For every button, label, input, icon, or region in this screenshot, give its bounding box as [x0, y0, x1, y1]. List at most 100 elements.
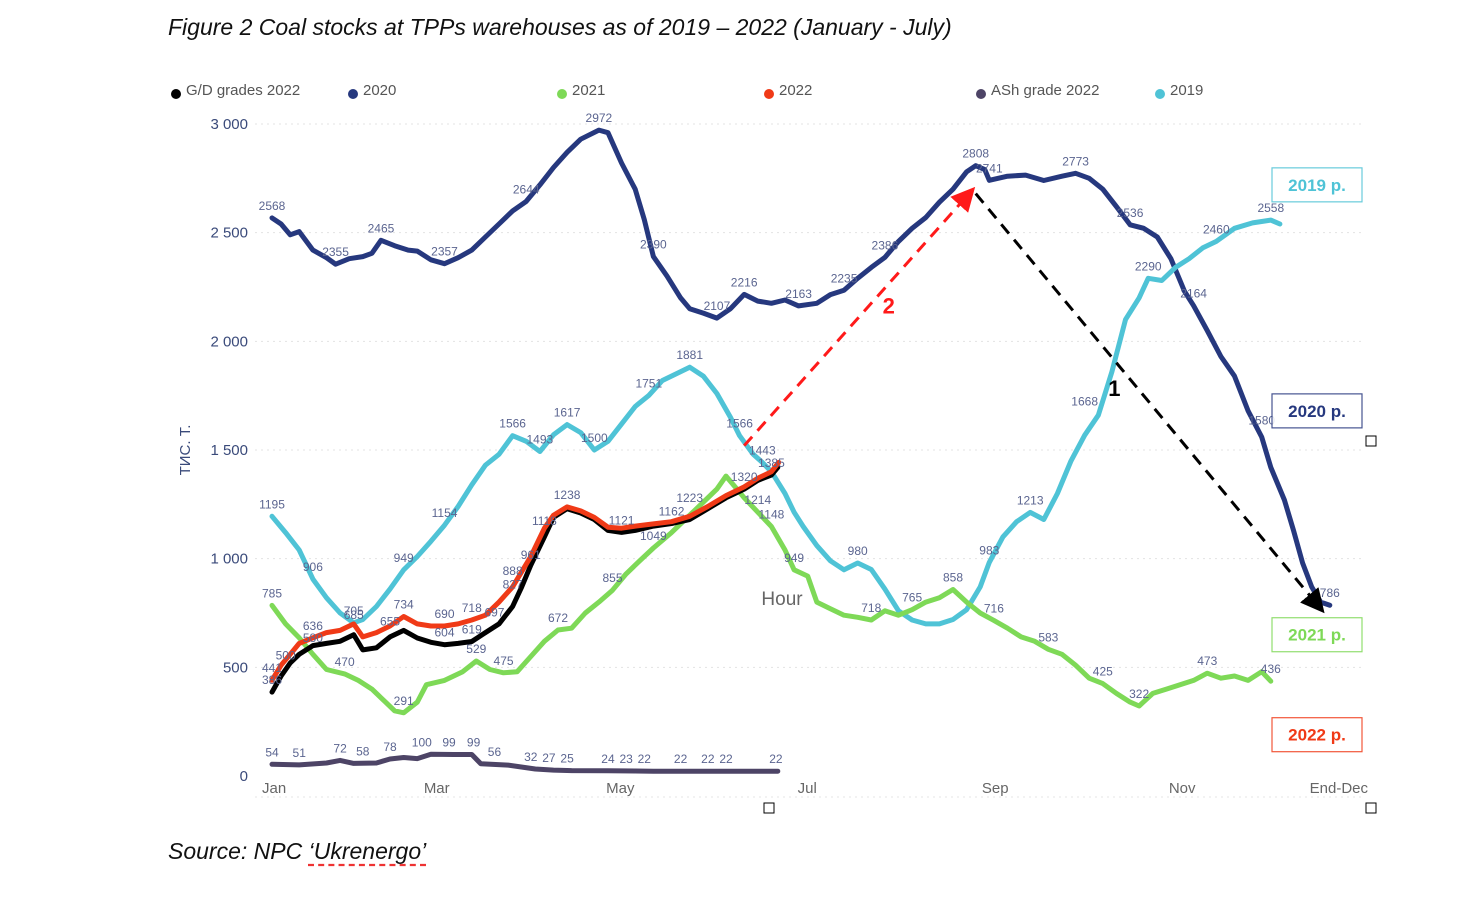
data-label: 2216 — [731, 275, 758, 289]
data-label: 1118 — [532, 514, 557, 528]
x-tick-label: Nov — [1169, 780, 1196, 797]
data-label: 583 — [1038, 630, 1058, 644]
data-label: 786 — [1320, 586, 1340, 600]
data-label: 475 — [494, 654, 514, 668]
data-label: 785 — [262, 586, 282, 600]
y-tick-label: 0 — [240, 768, 248, 785]
resize-handle-icon — [763, 802, 775, 814]
data-label: 2644 — [513, 182, 540, 196]
y-tick-label: 2 000 — [210, 333, 248, 350]
data-label: 2164 — [1180, 287, 1207, 301]
legend-label: G/D grades 2022 — [186, 82, 300, 99]
data-label: 619 — [462, 622, 482, 636]
data-label: 32 — [524, 750, 538, 764]
data-label: 2741 — [976, 161, 1003, 175]
year-box — [1271, 393, 1363, 429]
data-label: 716 — [984, 601, 1004, 615]
data-label: 718 — [861, 601, 881, 615]
data-label: 1566 — [499, 417, 526, 431]
data-label: 2465 — [368, 221, 395, 235]
source-note: Source: NPC ‘Ukrenergo’ — [168, 838, 426, 865]
data-label: 1493 — [527, 433, 554, 447]
data-label: 888 — [503, 564, 523, 578]
data-label: 425 — [1093, 665, 1113, 679]
legend-marker-icon — [764, 89, 774, 99]
data-label: 980 — [848, 544, 868, 558]
y-tick-label: 500 — [223, 659, 248, 676]
data-label: 100 — [412, 735, 432, 749]
x-tick-label: End-Dec — [1310, 780, 1369, 797]
data-label: 2773 — [1062, 154, 1089, 168]
data-label: 25 — [560, 752, 574, 766]
series-line-g-d-grades-2022 — [269, 464, 781, 695]
data-label: 655 — [380, 615, 400, 629]
series-line-2021 — [269, 473, 1274, 716]
data-label: 1154 — [432, 506, 458, 520]
data-label: 1617 — [554, 406, 581, 420]
resize-handle-icon — [1365, 435, 1377, 447]
data-label: 2355 — [322, 245, 349, 259]
data-label: 2163 — [785, 287, 812, 301]
arrow-2-label: 2 — [883, 294, 895, 319]
series-lines — [269, 127, 1333, 774]
source-name: ‘Ukrenergo’ — [308, 838, 427, 864]
data-label: 961 — [521, 548, 541, 562]
legend-label: 2020 — [363, 82, 396, 99]
data-label: 2568 — [259, 199, 286, 213]
data-label: 72 — [333, 741, 347, 755]
x-tick-label: May — [606, 780, 635, 797]
data-label: 58 — [356, 744, 370, 758]
data-label: 529 — [466, 642, 486, 656]
year-box — [1271, 617, 1363, 653]
legend-label: ASh grade 2022 — [991, 82, 1099, 99]
data-label: 949 — [394, 551, 414, 565]
x-axis: Jan Mar May Jul Sep Nov End-Dec Hour — [262, 589, 1369, 797]
data-label: 2290 — [1135, 259, 1162, 273]
legend-marker-icon — [557, 89, 567, 99]
data-label: 22 — [701, 752, 715, 766]
data-label: 858 — [943, 571, 963, 585]
data-label: 2808 — [962, 147, 989, 161]
data-label: 2386 — [872, 238, 899, 252]
data-label: 78 — [383, 740, 397, 754]
data-label: 1214 — [744, 493, 771, 507]
year-box — [1271, 717, 1363, 753]
data-label: 580 — [303, 631, 323, 645]
data-label: 2460 — [1203, 222, 1230, 236]
data-label: 690 — [435, 607, 455, 621]
legend-label: 2022 — [779, 82, 812, 99]
series-line-ash-grade-2022 — [269, 751, 781, 774]
data-label: 1443 — [749, 443, 776, 457]
data-label: 322 — [1129, 687, 1149, 701]
series-line-2020 — [269, 127, 1333, 608]
data-label: 1162 — [659, 504, 685, 518]
resize-handle-icon — [1365, 802, 1377, 814]
data-label: 2558 — [1257, 201, 1284, 215]
data-label: 1049 — [640, 529, 667, 543]
data-label: 436 — [1261, 662, 1281, 676]
data-label: 1566 — [726, 417, 753, 431]
year-box-label: 2020 р. — [1288, 402, 1346, 421]
legend-marker-icon — [171, 89, 181, 99]
data-label: 1385 — [758, 456, 785, 470]
data-label: 949 — [784, 551, 804, 565]
data-label: 734 — [394, 597, 414, 611]
data-label: 2235 — [831, 271, 858, 285]
annotations: 1 2 2019 р. 2020 р. 2021 р. 2022 р. — [743, 167, 1377, 814]
data-label: 1500 — [581, 431, 608, 445]
data-label: 1238 — [554, 488, 581, 502]
legend-marker-icon — [976, 89, 986, 99]
y-tick-label: 1 000 — [210, 551, 248, 568]
data-label: 473 — [1197, 654, 1217, 668]
data-label: 291 — [394, 694, 414, 708]
series-line-2019 — [269, 217, 1283, 627]
data-label: 685 — [344, 608, 364, 622]
series-line-2022 — [269, 459, 782, 683]
data-label: 1195 — [259, 497, 285, 511]
source-prefix: Source: NPC — [168, 838, 309, 864]
data-label: 2107 — [704, 299, 731, 313]
data-label: 22 — [638, 752, 652, 766]
year-box-label: 2019 р. — [1288, 176, 1346, 195]
data-label: 27 — [542, 751, 556, 765]
data-label: 441 — [262, 661, 282, 675]
